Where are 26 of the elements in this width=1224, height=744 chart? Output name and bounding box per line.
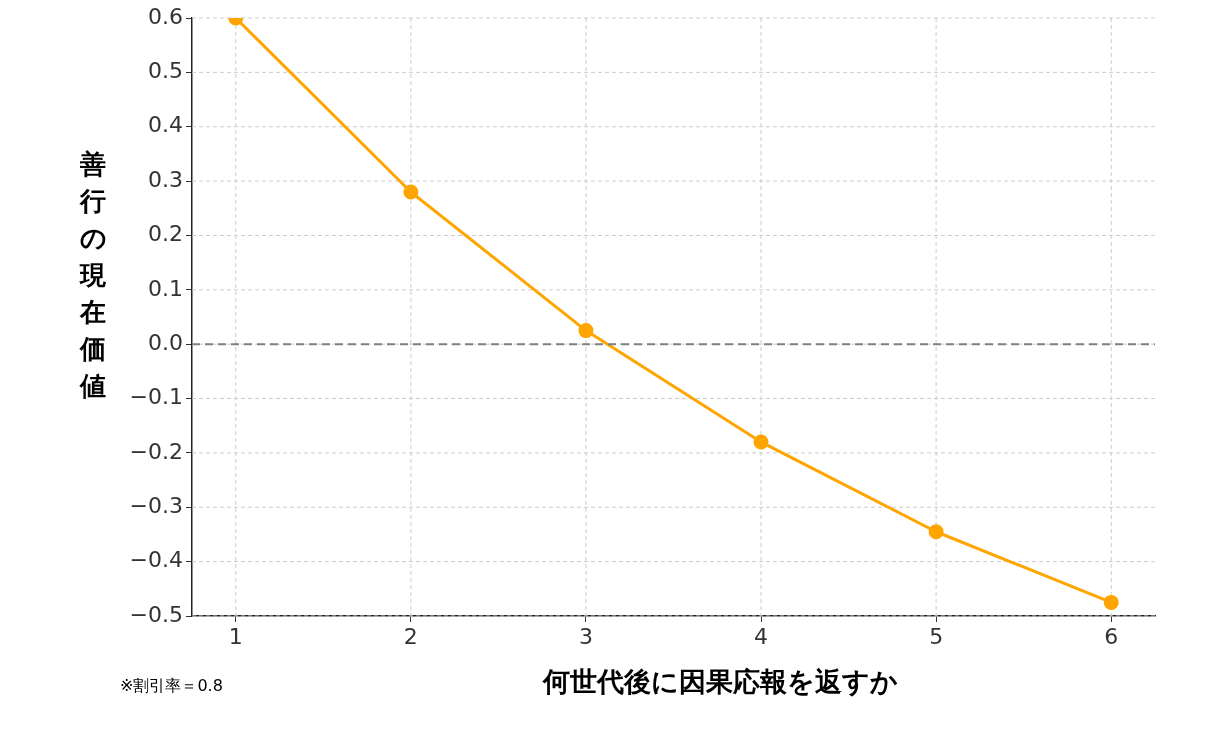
y-tick-label: −0.2 bbox=[129, 438, 183, 464]
y-axis-title: 善行の現在価値 bbox=[78, 148, 108, 403]
x-tick-label: 5 bbox=[929, 623, 944, 649]
y-tick-label: 0.0 bbox=[148, 329, 183, 355]
y-tick-label: 0.2 bbox=[148, 221, 183, 247]
text: ※割引率＝0.8 bbox=[120, 676, 223, 697]
y-tick-label: 0.5 bbox=[148, 58, 183, 84]
point bbox=[753, 434, 769, 450]
x-tick-label: 4 bbox=[754, 623, 769, 649]
x-tick-label: 1 bbox=[228, 623, 243, 649]
point bbox=[578, 323, 594, 339]
y-tick-label: 0.3 bbox=[148, 166, 183, 192]
x-axis-title: 何世代後に因果応報を返すか bbox=[541, 665, 899, 699]
y-tick-label: −0.3 bbox=[129, 492, 183, 518]
y-tick-label: 0.6 bbox=[148, 3, 183, 29]
x-tick-label: 6 bbox=[1104, 623, 1119, 649]
y-tick-label: 0.4 bbox=[148, 112, 183, 138]
point bbox=[928, 524, 944, 540]
x-tick-label: 2 bbox=[403, 623, 418, 649]
y-tick-label: −0.1 bbox=[129, 384, 183, 410]
y-tick-label: −0.5 bbox=[129, 601, 183, 627]
y-tick-label: 0.1 bbox=[148, 275, 183, 301]
x-tick-label: 3 bbox=[578, 623, 593, 649]
point bbox=[1103, 594, 1119, 610]
y-tick-label: −0.4 bbox=[129, 547, 183, 573]
point bbox=[403, 184, 419, 200]
